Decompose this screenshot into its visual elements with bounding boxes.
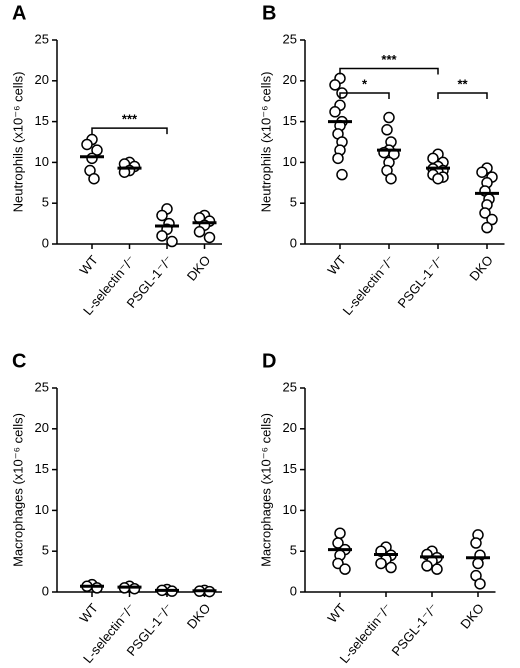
y-tick-label: 15 (283, 113, 297, 128)
data-point (86, 152, 98, 165)
x-tick-label: WT (76, 252, 101, 277)
significance-label: ** (457, 76, 468, 91)
y-tick-label: 15 (35, 461, 49, 476)
x-tick-label: PSGL-1⁻/⁻ (389, 600, 441, 658)
data-point (193, 226, 206, 238)
y-axis-label: Neutrophils (x10⁻⁶ cells) (10, 72, 25, 213)
data-point (128, 582, 141, 595)
data-point (381, 124, 393, 136)
data-point (476, 166, 488, 178)
data-point (383, 111, 395, 124)
data-point (88, 172, 100, 185)
data-point (166, 235, 178, 248)
y-tick-label: 10 (283, 502, 297, 517)
y-tick-label: 5 (290, 195, 297, 210)
x-tick-label: DKO (184, 600, 214, 631)
significance-label: * (362, 76, 368, 91)
y-tick-label: 10 (35, 502, 49, 517)
panel-letter: C (12, 350, 26, 372)
x-tick-label: WT (324, 252, 349, 277)
panel-letter: D (262, 350, 276, 372)
panel-letter: A (12, 2, 26, 24)
data-point (486, 213, 498, 226)
data-point (479, 207, 491, 219)
y-axis-label: Neutrophils (x10⁻⁶ cells) (258, 72, 273, 213)
y-tick-label: 25 (35, 379, 49, 394)
y-tick-label: 20 (35, 420, 49, 435)
y-tick-label: 5 (290, 543, 297, 558)
x-tick-label: WT (324, 600, 349, 625)
data-point (91, 582, 103, 594)
significance-bracket (437, 92, 488, 100)
data-point (421, 560, 433, 572)
data-point (481, 221, 493, 234)
data-point (332, 152, 344, 165)
y-tick-label: 15 (35, 113, 49, 128)
significance-label: *** (122, 112, 138, 127)
data-point (385, 561, 397, 574)
data-point (81, 138, 93, 151)
data-point (375, 557, 387, 570)
y-tick-label: 25 (35, 31, 49, 46)
x-tick-label: DKO (457, 600, 487, 631)
data-point (432, 172, 444, 185)
data-point (470, 537, 482, 549)
significance-bracket (91, 127, 168, 135)
panel-letter: B (262, 2, 276, 24)
y-tick-label: 10 (283, 154, 297, 169)
data-point (339, 563, 351, 575)
data-point (329, 106, 341, 118)
y-tick-label: 25 (283, 31, 297, 46)
data-point (332, 537, 344, 549)
x-tick-label: DKO (184, 252, 214, 283)
y-tick-label: 25 (283, 379, 297, 394)
y-tick-label: 10 (35, 154, 49, 169)
data-point (472, 557, 484, 570)
y-tick-label: 5 (42, 543, 49, 558)
data-point (156, 209, 168, 222)
data-point (334, 527, 346, 539)
y-tick-label: 0 (42, 583, 49, 598)
y-tick-label: 15 (283, 461, 297, 476)
data-point (385, 172, 397, 185)
y-tick-label: 5 (42, 195, 49, 210)
data-point (431, 563, 443, 575)
x-tick-label: WT (76, 600, 101, 625)
y-axis-label: Macrophages (x10⁻⁶ cells) (10, 413, 25, 567)
data-point (474, 578, 486, 590)
data-point (329, 79, 341, 91)
y-tick-label: 0 (290, 235, 297, 250)
significance-bracket (339, 92, 390, 100)
x-tick-label: PSGL-1⁻/⁻ (395, 252, 447, 310)
data-point (336, 168, 348, 181)
x-tick-label: DKO (466, 252, 496, 283)
significance-label: *** (381, 52, 397, 67)
data-point (91, 144, 103, 156)
y-tick-label: 20 (283, 72, 297, 87)
y-tick-label: 0 (42, 235, 49, 250)
y-tick-label: 20 (283, 420, 297, 435)
y-tick-label: 20 (35, 72, 49, 87)
data-point (156, 230, 168, 242)
data-point (203, 231, 216, 244)
y-axis-label: Macrophages (x10⁻⁶ cells) (258, 413, 273, 567)
y-tick-label: 0 (290, 583, 297, 598)
significance-bracket (339, 67, 439, 75)
